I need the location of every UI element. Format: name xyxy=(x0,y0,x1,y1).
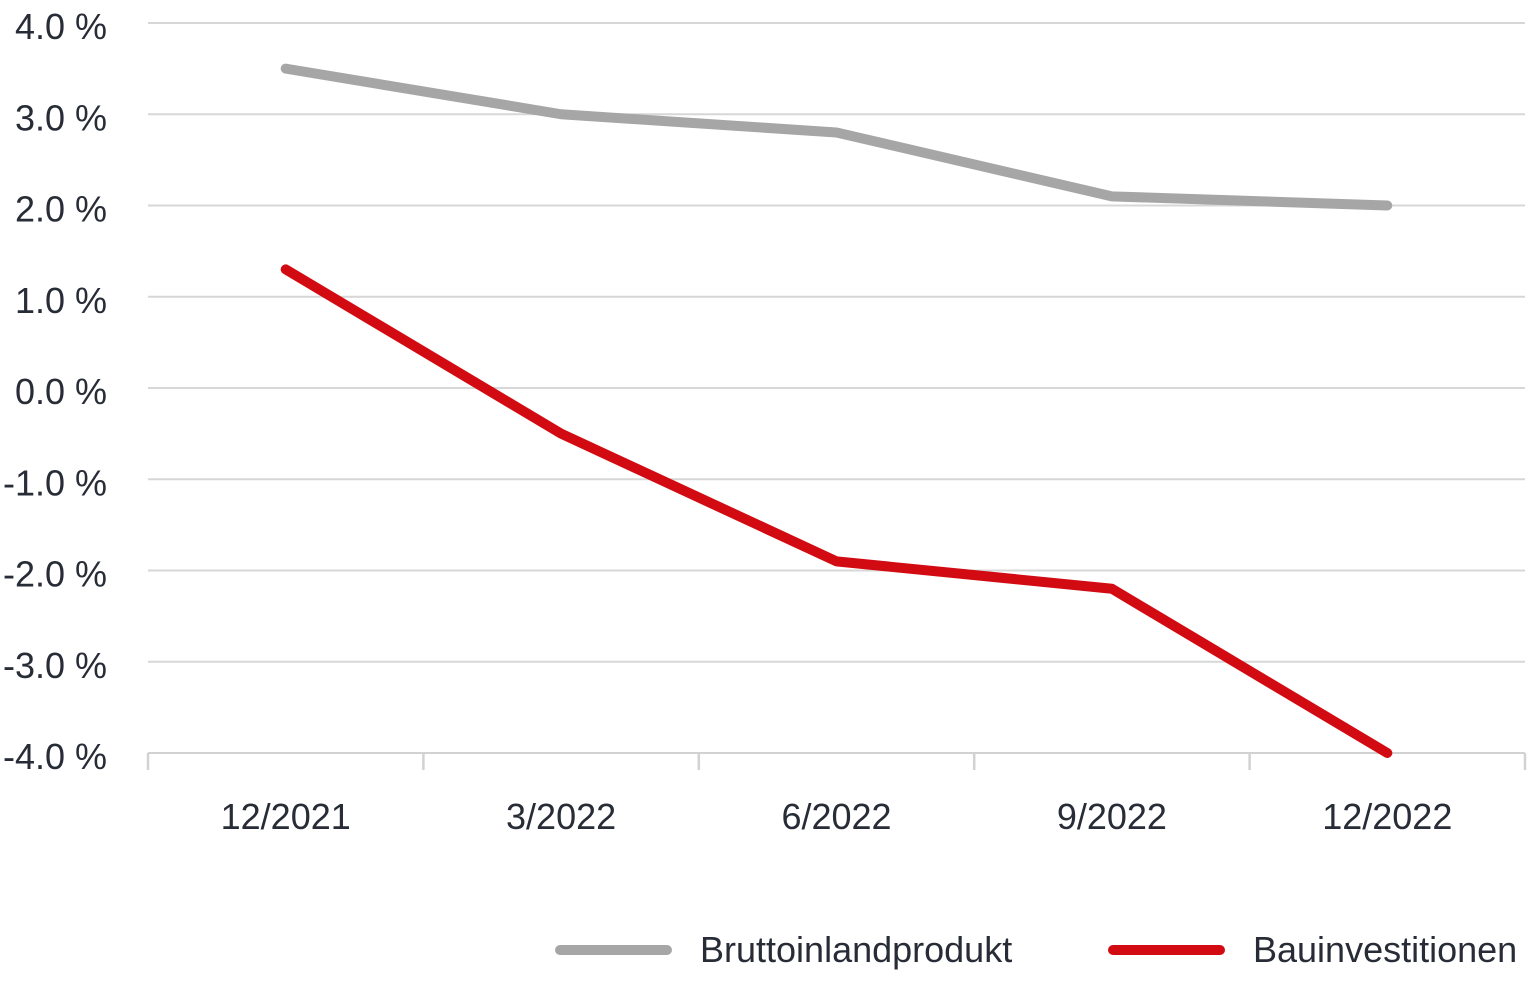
y-axis-label: 1.0 % xyxy=(15,280,107,321)
legend-swatch-gray-line-icon xyxy=(555,945,672,955)
series-line-bauinvestitionen xyxy=(280,264,1393,758)
x-axis-label: 9/2022 xyxy=(1057,796,1167,837)
x-axis-label: 12/2022 xyxy=(1322,796,1452,837)
legend-swatch-red-line-icon xyxy=(1108,945,1225,955)
x-axis-label: 3/2022 xyxy=(506,796,616,837)
y-axis-label: 0.0 % xyxy=(15,371,107,412)
y-axis-label: -3.0 % xyxy=(3,645,107,686)
y-axis-label: -1.0 % xyxy=(3,462,107,503)
y-axis-label: -2.0 % xyxy=(3,554,107,595)
legend: Bruttoinlandprodukt Bauinvestitionen xyxy=(0,926,1530,974)
series-line-bruttoinlandprodukt xyxy=(280,63,1393,211)
legend-item-bauinvestitionen: Bauinvestitionen xyxy=(1108,926,1517,974)
y-axis-label: -4.0 % xyxy=(3,736,107,777)
y-axis-label: 3.0 % xyxy=(15,97,107,138)
y-axis-label: 4.0 % xyxy=(15,6,107,47)
y-axis-label: 2.0 % xyxy=(15,189,107,230)
legend-item-bruttoinlandprodukt: Bruttoinlandprodukt xyxy=(555,926,1012,974)
x-axis-label: 6/2022 xyxy=(781,796,891,837)
legend-label-bruttoinlandprodukt: Bruttoinlandprodukt xyxy=(700,929,1013,970)
legend-label-bauinvestitionen: Bauinvestitionen xyxy=(1253,929,1518,970)
x-axis-label: 12/2021 xyxy=(221,796,351,837)
